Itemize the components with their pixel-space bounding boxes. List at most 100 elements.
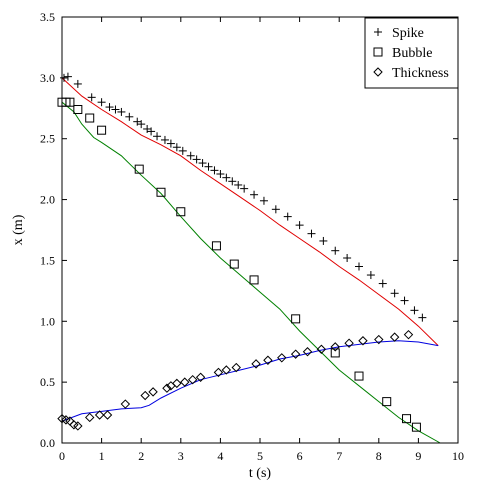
spike-point	[234, 180, 243, 189]
legend-label-thickness: Thickness	[392, 66, 449, 81]
spike-point	[216, 170, 225, 179]
bubble-point	[402, 414, 412, 424]
spike-point	[400, 296, 409, 305]
thickness-point	[330, 342, 340, 352]
y-tick-label: 0.0	[40, 436, 55, 450]
thickness-point	[374, 334, 384, 345]
bubble-point	[229, 259, 239, 269]
legend-label-spike: Spike	[392, 26, 424, 41]
legend-marker-spike	[374, 28, 382, 36]
model-curve-2	[61, 340, 439, 422]
thickness-point	[389, 332, 400, 342]
model-curve-0	[61, 77, 439, 346]
spike-point	[160, 135, 169, 144]
thickness-point	[187, 375, 198, 385]
spike-point	[97, 98, 106, 107]
y-tick-label: 1.0	[40, 314, 55, 328]
legend-marker-bubble	[373, 47, 383, 57]
bubble-point	[85, 113, 95, 123]
bubble-point	[249, 275, 259, 285]
x-axis-label: t (s)	[249, 466, 272, 481]
bubble-point	[382, 397, 392, 407]
legend: Spike Bubble Thickness	[364, 17, 459, 89]
y-axis-label: x (m)	[11, 214, 26, 245]
spike-point	[105, 103, 114, 112]
spike-point	[250, 190, 259, 199]
bubble-point	[291, 314, 301, 324]
bubble-point	[134, 164, 144, 174]
spike-point	[153, 132, 162, 141]
spike-point	[295, 221, 304, 230]
spike-point	[87, 93, 96, 102]
bubble-point	[354, 371, 364, 381]
data-points	[57, 72, 427, 432]
spike-point	[228, 177, 237, 186]
thickness-point	[344, 338, 354, 348]
bubble-point	[73, 105, 83, 115]
thickness-point	[403, 329, 414, 340]
axis-ticks: 0 1 2 3 4 5 6 7 8 9 10 0.0 0.5 1.0 1.5 2.0 2.5 3.0 3.5	[40, 10, 464, 463]
spike-point	[192, 155, 201, 164]
y-tick-label: 2.0	[40, 193, 55, 207]
legend-marker-thickness	[373, 67, 383, 77]
thickness-point	[102, 410, 113, 420]
spike-point	[137, 120, 146, 129]
spike-point	[210, 166, 219, 175]
spike-point	[125, 112, 134, 121]
thickness-point	[162, 383, 172, 393]
thickness-point	[73, 421, 83, 431]
thickness-point	[231, 362, 241, 373]
thickness-point	[251, 359, 261, 369]
thickness-point	[302, 347, 313, 357]
thickness-point	[85, 412, 95, 423]
spike-point	[240, 184, 249, 193]
thickness-point	[94, 410, 105, 420]
bubble-point	[97, 125, 107, 135]
spike-point	[319, 236, 328, 245]
thickness-point	[290, 349, 301, 359]
spike-point	[418, 313, 427, 322]
spike-point	[63, 72, 72, 81]
spike-point	[178, 146, 187, 155]
thickness-point	[277, 353, 287, 363]
thickness-point	[221, 365, 232, 375]
x-tick-label: 7	[336, 449, 342, 463]
thickness-point	[120, 399, 131, 409]
spike-point	[147, 127, 156, 136]
bubble-point	[156, 187, 166, 197]
bubble-point	[65, 97, 75, 107]
bubble-point	[176, 207, 186, 217]
spike-point	[271, 205, 280, 214]
x-tick-label: 3	[178, 449, 184, 463]
spike-point	[366, 271, 375, 280]
thickness-point	[358, 336, 368, 346]
spike-point	[166, 139, 175, 148]
spike-point	[283, 212, 292, 221]
y-tick-label: 2.5	[40, 132, 55, 146]
spike-point	[204, 162, 213, 171]
bubble-point	[211, 241, 221, 251]
model-curve-1	[61, 101, 441, 444]
x-tick-label: 8	[376, 449, 382, 463]
bubble-point	[411, 422, 421, 432]
spike-point	[73, 79, 82, 88]
legend-box	[364, 17, 459, 89]
x-tick-label: 2	[138, 449, 144, 463]
thickness-point	[316, 344, 327, 354]
y-tick-label: 0.5	[40, 375, 55, 389]
thickness-point	[172, 378, 182, 389]
spike-point	[172, 143, 181, 152]
thickness-point	[213, 367, 224, 378]
x-tick-label: 10	[452, 449, 464, 463]
bubble-point	[330, 348, 340, 358]
thickness-point	[140, 390, 150, 401]
spike-point	[117, 107, 126, 116]
spike-point	[259, 196, 268, 205]
thickness-point	[195, 372, 206, 382]
spike-point	[111, 105, 120, 114]
spike-point	[410, 306, 419, 315]
spike-point	[343, 253, 352, 262]
y-tick-label: 1.5	[40, 253, 55, 267]
thickness-point	[148, 387, 158, 397]
